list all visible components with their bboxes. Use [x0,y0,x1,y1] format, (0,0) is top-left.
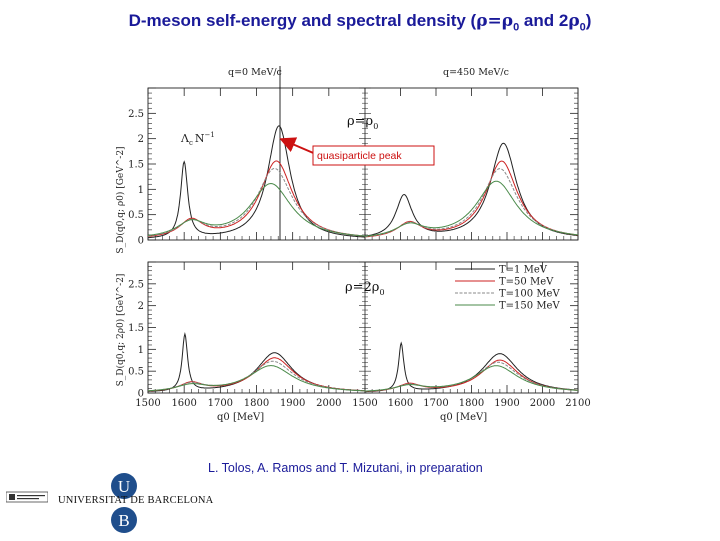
y-tick-label: 0 [138,236,144,247]
x-axis-title-right: q0 [MeV] [440,412,487,423]
rho-2rho0-label: ρ=2ρ0 [345,280,385,297]
series-line-top-right-0 [364,142,578,237]
y-tick-label: 1 [138,345,144,356]
y-tick-label: 2 [138,134,144,145]
x-tick-label: 1800 [244,398,269,409]
series-line-top-left-3 [147,182,366,237]
series-line-bot-right-0 [365,341,579,393]
series-line-top-right-1 [364,160,579,238]
y-tick-label: 2.5 [128,279,144,290]
y-tick-label: 2 [138,301,144,312]
x-tick-label: 2100 [565,398,590,409]
title-rho: ρ [568,11,580,31]
y-tick-label: 1 [138,185,144,196]
title-subscript-2: 0 [579,21,586,34]
faculty-logo [5,490,49,509]
y-axis-title-bottom: S_D(q0,q; 2ρ0) [GeV^-2] [115,274,126,387]
x-tick-label: 1900 [280,398,305,409]
ub-logo: U B [110,470,140,541]
svg-text:B: B [118,511,129,530]
x-axis-title-left: q0 [MeV] [217,412,264,423]
x-tick-label: 1600 [388,398,413,409]
y-tick-label: 0.5 [128,367,144,378]
rho-rho0-label: ρ=ρ0 [347,114,378,131]
legend-entry: T=100 MeV [499,289,560,300]
svg-text:U: U [118,477,130,496]
y-tick-label: 2.5 [128,109,144,120]
x-tick-label: 2000 [316,398,341,409]
series-line-bot-left-0 [148,332,365,392]
quasiparticle-arrow [279,137,319,156]
quasiparticle-label: quasiparticle peak [317,150,402,162]
university-name: UNIVERSITAT DE BARCELONA [58,495,214,506]
series-line-top-right-3 [365,180,579,237]
legend-entry: T=50 MeV [499,277,554,288]
x-tick-label: 1500 [352,398,377,409]
series-line-top-left-0 [147,125,365,239]
citation: L. Tolos, A. Ramos and T. Mizutani, in p… [208,461,483,475]
y-tick-label: 0 [138,389,144,400]
panel-label-q0: q=0 MeV/c [228,67,282,78]
legend-entry: T=1 MeV [499,265,548,276]
series-line-top-right-2 [365,168,579,238]
title-subscript: 0 [513,21,520,34]
x-tick-label: 1800 [459,398,484,409]
x-tick-label: 1500 [135,398,160,409]
x-tick-label: 2000 [530,398,555,409]
y-tick-label: 0.5 [128,210,144,221]
panel-label-q450: q=450 MeV/c [443,67,509,78]
series-line-bot-right-3 [365,365,578,392]
y-axis-title-top: S_D(q0,q; ρ0) [GeV^-2] [115,146,126,253]
lambda-c-label: Λc N−1 [180,131,215,147]
x-tick-label: 1700 [423,398,448,409]
quasiparticle-box [312,145,435,166]
x-tick-label: 1900 [494,398,519,409]
x-tick-label: 1700 [208,398,233,409]
legend-entry: T=150 MeV [499,301,560,312]
page-title: D-meson self-energy and spectral density… [128,11,592,34]
y-tick-label: 1.5 [128,160,144,171]
series-line-bot-left-3 [147,365,365,392]
y-tick-label: 1.5 [128,323,144,334]
title-rho-eq: ρ=ρ [476,11,514,31]
x-tick-label: 1600 [171,398,196,409]
